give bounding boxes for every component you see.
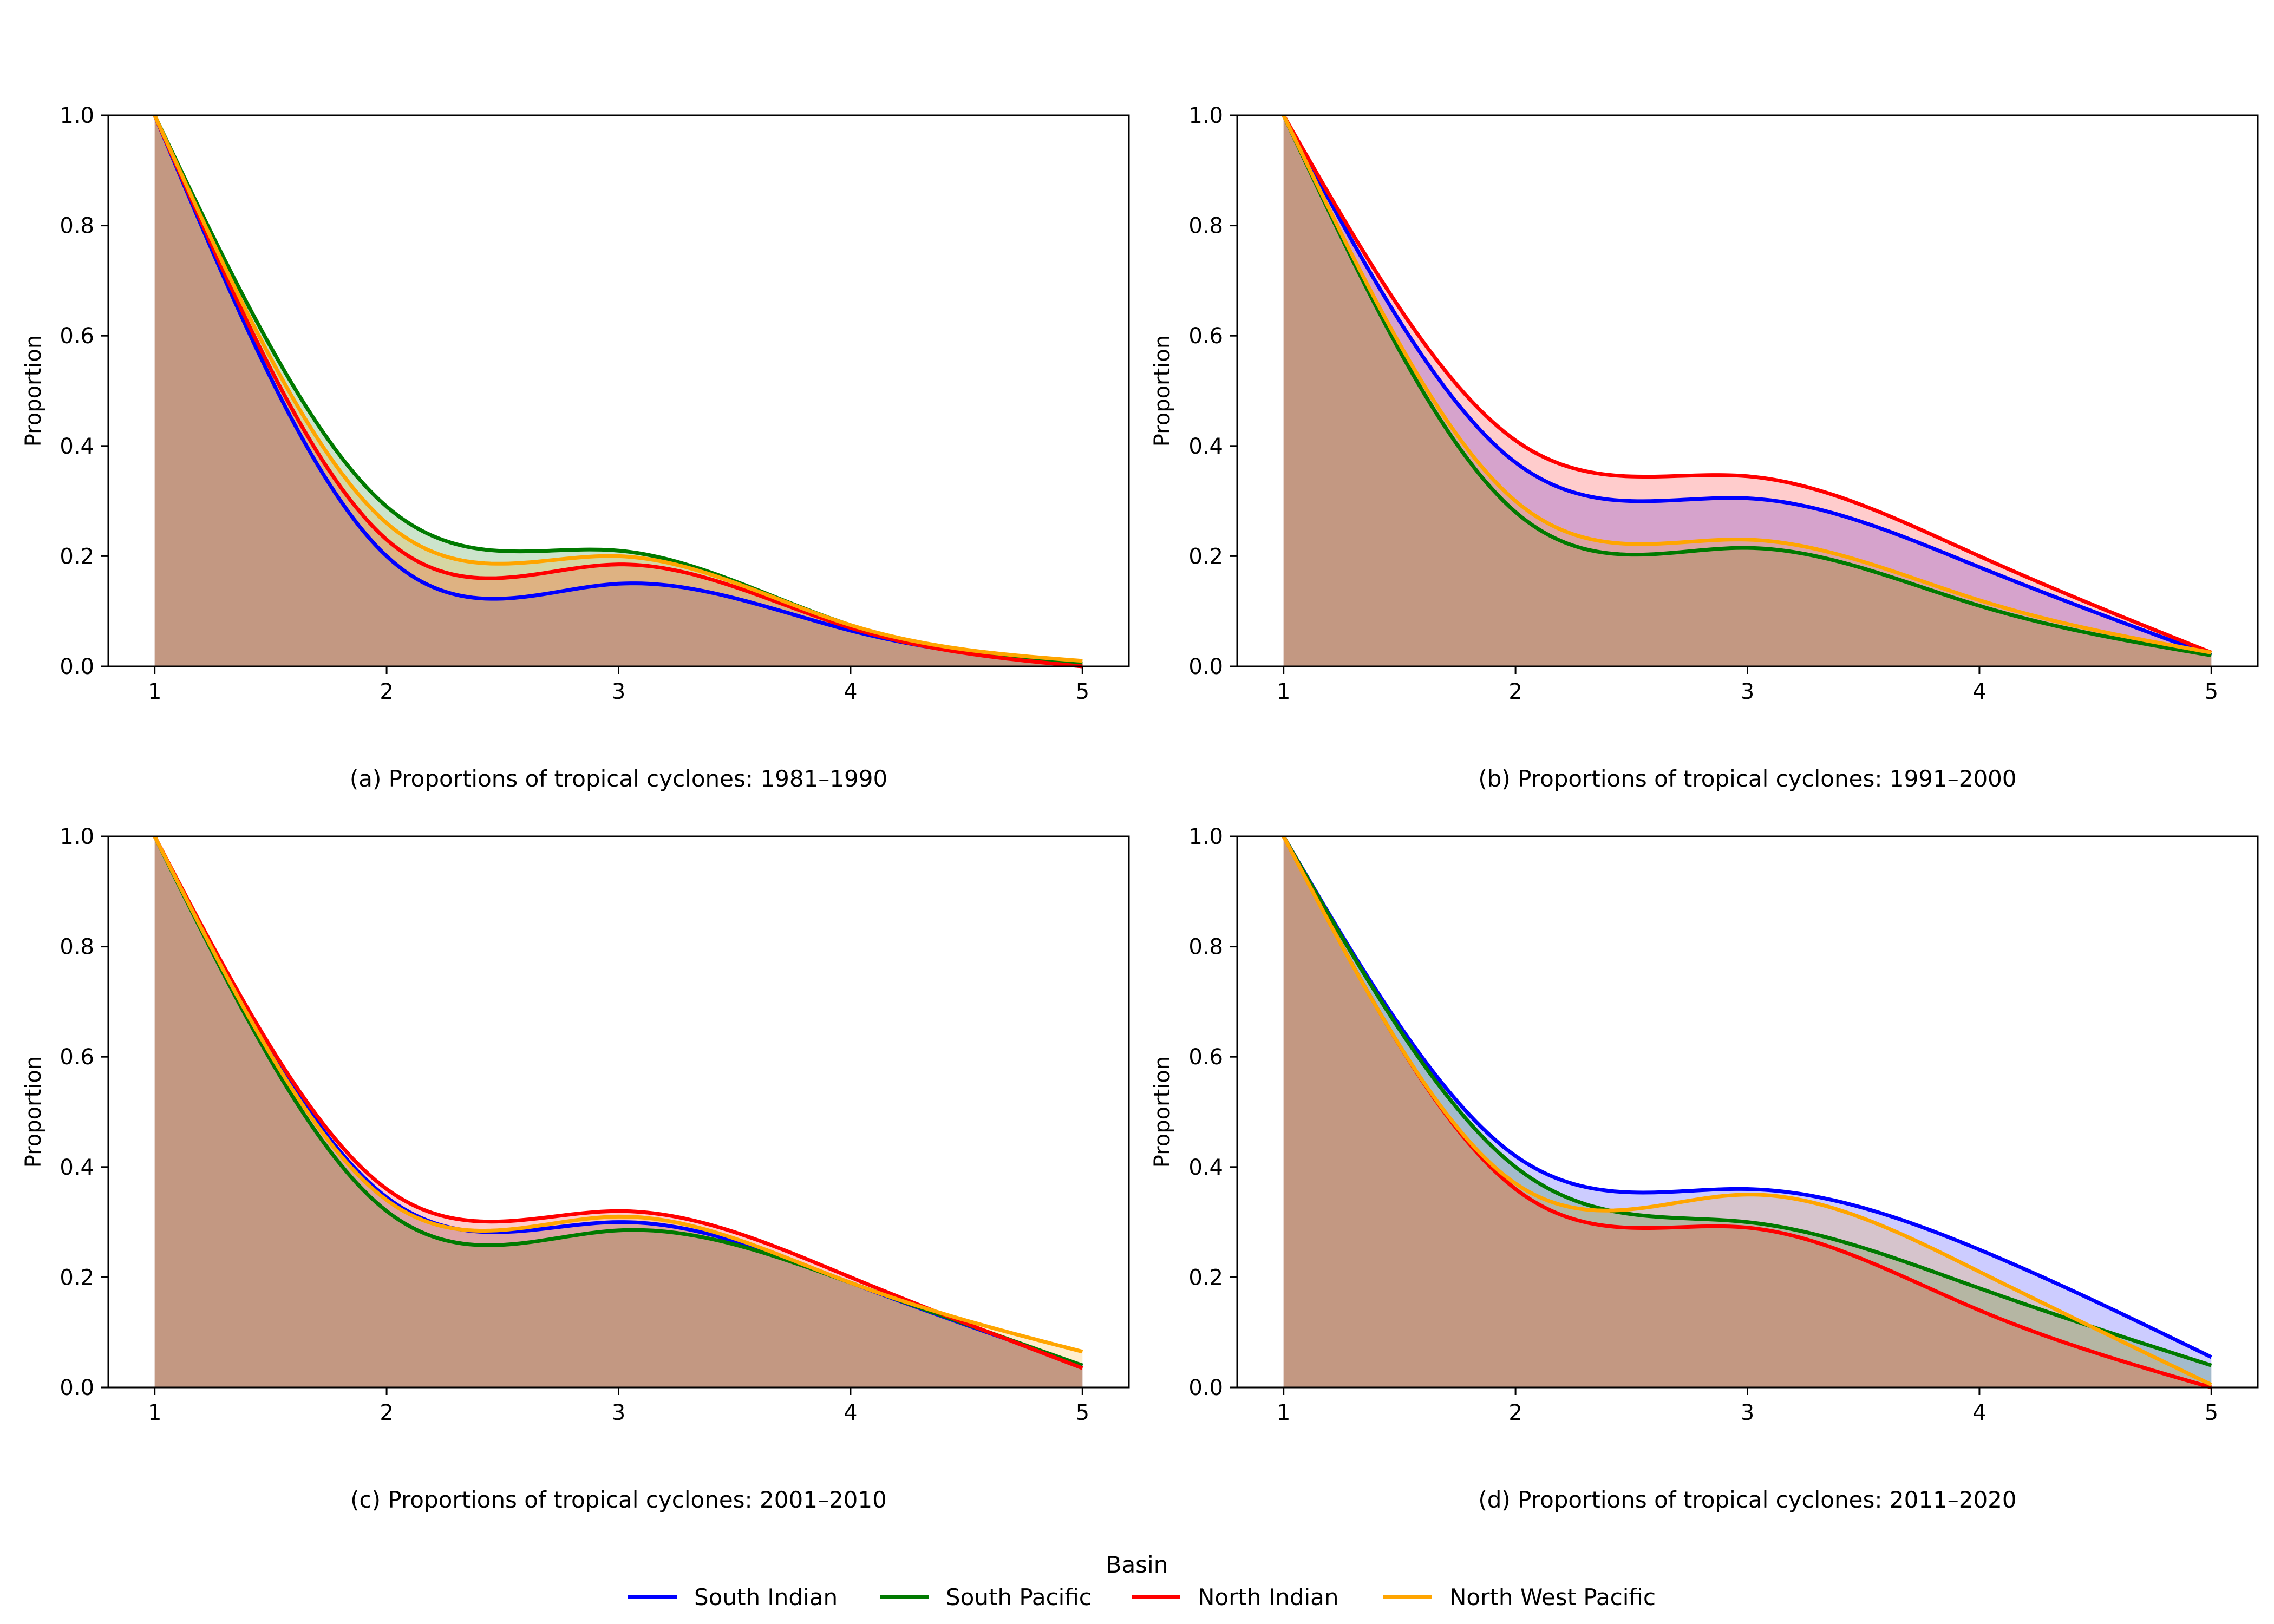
chart-panel-1: 1 2 3 4 5 0.0 0.2 0.4 0.6 0.8 1.0 Proportion (a) Pro… [21, 103, 1130, 792]
y-tick-label: 1.0 [1188, 103, 1223, 128]
line-south-pacific [1282, 835, 2212, 1367]
y-tick-label: 0.4 [1188, 434, 1223, 459]
line-north-west-pacific [1282, 114, 2212, 654]
x-tick-label: 4 [1972, 1400, 1986, 1425]
y-axis-label: Proportion [21, 335, 46, 447]
legend: Basin South Indian South Pacific North Indi… [628, 1551, 1656, 1610]
x-tick-label: 2 [380, 679, 393, 704]
x-tick-label: 5 [1076, 1400, 1089, 1425]
area-south-indian [154, 115, 1083, 666]
area-south-indian [1283, 115, 2212, 666]
area-south-pacific [154, 836, 1083, 1387]
area-north-west-pacific [154, 836, 1083, 1387]
x-tick-label: 2 [380, 1400, 393, 1425]
y-tick-label: 1.0 [60, 824, 94, 849]
y-tick-label: 0.4 [60, 1155, 94, 1180]
area-north-west-pacific [154, 115, 1083, 666]
y-tick-label: 0.8 [1188, 935, 1223, 960]
y-axis-label: Proportion [21, 1056, 46, 1168]
chart-panel-3: 1 2 3 4 5 0.0 0.2 0.4 0.6 0.8 1.0 Proportion (c) Pro… [21, 824, 1130, 1513]
y-tick-label: 0.6 [1188, 1045, 1223, 1070]
line-north-indian [153, 114, 1083, 669]
y-tick-label: 1.0 [60, 103, 94, 128]
line-north-indian [1282, 114, 2212, 654]
x-tick-label: 1 [1277, 1400, 1290, 1425]
y-tick-label: 0.0 [1188, 1376, 1223, 1400]
line-south-pacific [1282, 114, 2212, 658]
x-tick-label: 3 [612, 1400, 625, 1425]
panel-caption: (c) Proportions of tropical cyclones: 20… [350, 1487, 887, 1513]
x-tick-label: 5 [2205, 1400, 2218, 1425]
area-south-indian [154, 836, 1083, 1387]
line-south-indian [1282, 114, 2212, 657]
legend-label-south-pacific: South Pacific [946, 1584, 1092, 1610]
y-tick-label: 0.0 [60, 1376, 94, 1400]
x-tick-label: 1 [148, 1400, 161, 1425]
y-tick-label: 0.2 [60, 1265, 94, 1290]
x-tick-label: 1 [1277, 679, 1290, 704]
legend-label-north-indian: North Indian [1198, 1584, 1339, 1610]
y-tick-label: 0.6 [60, 1045, 94, 1070]
x-tick-label: 4 [844, 679, 857, 704]
area-north-indian [1283, 115, 2212, 666]
y-tick-label: 0.4 [1188, 1155, 1223, 1180]
chart-panel-2: 1 2 3 4 5 0.0 0.2 0.4 0.6 0.8 1.0 Proportion (b) Pro… [1150, 103, 2259, 792]
y-tick-label: 0.2 [1188, 544, 1223, 569]
x-tick-label: 2 [1508, 1400, 1522, 1425]
x-tick-label: 4 [1972, 679, 1986, 704]
area-north-west-pacific [1283, 836, 2212, 1387]
y-tick-label: 0.6 [60, 324, 94, 349]
y-tick-label: 0.0 [60, 654, 94, 679]
area-north-indian [154, 836, 1083, 1387]
area-south-indian [1283, 836, 2212, 1387]
area-south-pacific [1283, 115, 2212, 666]
x-tick-label: 4 [844, 1400, 857, 1425]
panel-caption: (a) Proportions of tropical cyclones: 19… [350, 765, 887, 792]
area-north-indian [154, 115, 1083, 666]
panel-caption: (b) Proportions of tropical cyclones: 19… [1478, 765, 2016, 792]
y-tick-label: 0.8 [60, 935, 94, 960]
x-tick-label: 3 [1741, 1400, 1754, 1425]
area-south-pacific [1283, 836, 2212, 1387]
line-south-indian [1282, 835, 2212, 1359]
line-north-west-pacific [1282, 835, 2212, 1387]
x-tick-label: 1 [148, 679, 161, 704]
line-north-west-pacific [153, 835, 1083, 1354]
line-north-west-pacific [153, 114, 1083, 663]
y-tick-label: 0.0 [1188, 654, 1223, 679]
y-axis-label: Proportion [1150, 335, 1175, 447]
y-tick-label: 0.6 [1188, 324, 1223, 349]
y-tick-label: 0.8 [1188, 214, 1223, 239]
y-tick-label: 1.0 [1188, 824, 1223, 849]
area-south-pacific [154, 115, 1083, 666]
y-axis-label: Proportion [1150, 1056, 1175, 1168]
y-tick-label: 0.4 [60, 434, 94, 459]
legend-label-south-indian: South Indian [694, 1584, 838, 1610]
area-north-indian [1283, 836, 2212, 1387]
chart-panel-4: 1 2 3 4 5 0.0 0.2 0.4 0.6 0.8 1.0 Proportion (d) Pro… [1150, 824, 2259, 1513]
x-tick-label: 2 [1508, 679, 1522, 704]
x-tick-label: 5 [1076, 679, 1089, 704]
y-tick-label: 0.8 [60, 214, 94, 239]
legend-label-north-west-pacific: North West Pacific [1449, 1584, 1656, 1610]
legend-title: Basin [1106, 1551, 1168, 1578]
x-tick-label: 5 [2205, 679, 2218, 704]
panel-caption: (d) Proportions of tropical cyclones: 20… [1478, 1487, 2016, 1513]
x-tick-label: 3 [612, 679, 625, 704]
y-tick-label: 0.2 [60, 544, 94, 569]
area-north-west-pacific [1283, 115, 2212, 666]
x-tick-label: 3 [1741, 679, 1754, 704]
y-tick-label: 0.2 [1188, 1265, 1223, 1290]
